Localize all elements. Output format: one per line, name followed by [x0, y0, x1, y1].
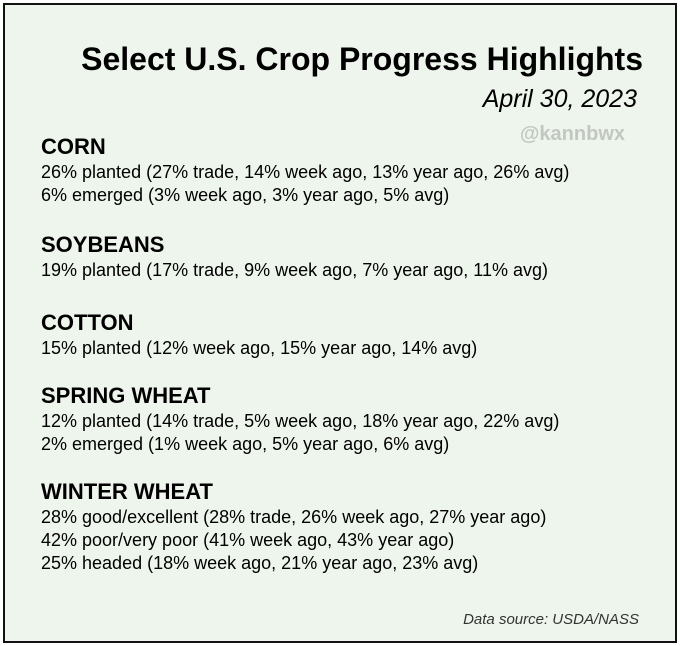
report-date: April 30, 2023: [482, 85, 637, 113]
highlights-card: Select U.S. Crop Progress Highlights Apr…: [3, 3, 677, 643]
section-heading: SPRING WHEAT: [41, 383, 211, 408]
section-winter-wheat: WINTER WHEAT 28% good/excellent (28% tra…: [41, 478, 546, 575]
section-line: 15% planted (12% week ago, 15% year ago,…: [41, 338, 478, 358]
section-heading: WINTER WHEAT: [41, 479, 213, 504]
section-line: 42% poor/very poor (41% week ago, 43% ye…: [41, 530, 455, 550]
section-heading: COTTON: [41, 310, 134, 335]
page-title: Select U.S. Crop Progress Highlights: [81, 41, 643, 77]
section-line: 28% good/excellent (28% trade, 26% week …: [41, 507, 547, 527]
section-spring-wheat: SPRING WHEAT 12% planted (14% trade, 5% …: [41, 382, 559, 456]
section-heading: CORN: [41, 134, 106, 159]
section-line: 6% emerged (3% week ago, 3% year ago, 5%…: [41, 185, 450, 205]
section-line: 12% planted (14% trade, 5% week ago, 18%…: [41, 411, 560, 431]
section-line: 19% planted (17% trade, 9% week ago, 7% …: [41, 260, 548, 280]
section-line: 25% headed (18% week ago, 21% year ago, …: [41, 553, 479, 573]
author-handle: @kannbwx: [519, 123, 625, 145]
section-corn: CORN 26% planted (27% trade, 14% week ag…: [41, 133, 569, 207]
section-heading: SOYBEANS: [41, 232, 165, 257]
data-source-note: Data source: USDA/NASS: [463, 611, 639, 628]
section-line: 2% emerged (1% week ago, 5% year ago, 6%…: [41, 434, 450, 454]
section-soybeans: SOYBEANS 19% planted (17% trade, 9% week…: [41, 231, 548, 282]
section-line: 26% planted (27% trade, 14% week ago, 13…: [41, 162, 570, 182]
section-cotton: COTTON 15% planted (12% week ago, 15% ye…: [41, 309, 477, 360]
